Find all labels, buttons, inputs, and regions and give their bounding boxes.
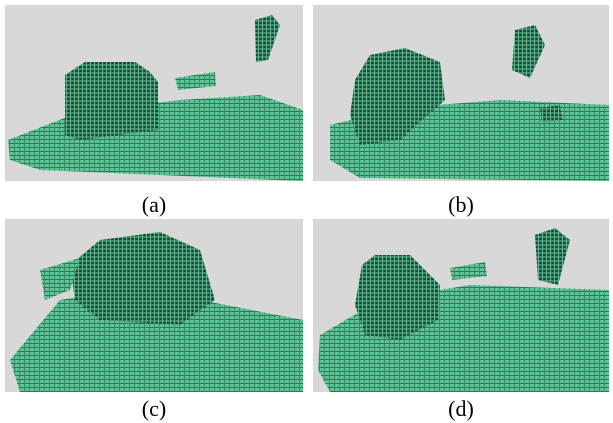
caption: (c) (142, 396, 166, 421)
floor (10, 290, 303, 392)
panel-d (313, 219, 609, 392)
panel-a (5, 5, 303, 181)
armchair (350, 48, 445, 145)
table (540, 105, 562, 122)
caption: (d) (448, 396, 474, 421)
armchair (355, 255, 440, 340)
object (512, 25, 545, 78)
panel-c (5, 219, 303, 392)
armchair (70, 232, 215, 325)
fragment (40, 258, 80, 300)
table (175, 72, 216, 90)
table (450, 262, 487, 280)
object (255, 15, 280, 62)
panel-b (313, 5, 609, 181)
armchair (65, 62, 158, 140)
caption: (a) (142, 192, 166, 217)
caption: (b) (448, 192, 474, 217)
object (535, 228, 570, 285)
